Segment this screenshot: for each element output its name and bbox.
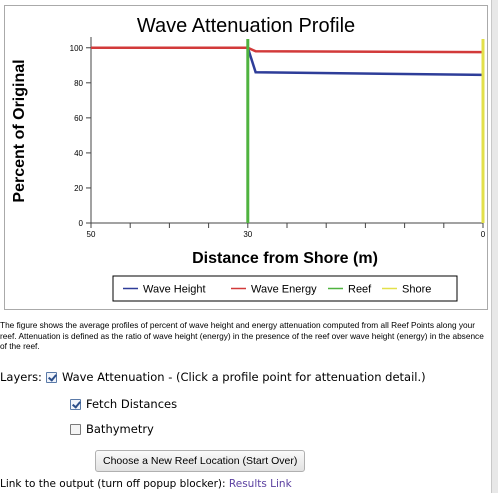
- y-tick-label: 40: [74, 149, 83, 158]
- x-axis-label: Distance from Shore (m): [192, 250, 378, 267]
- vertical-scrollbar[interactable]: [492, 0, 498, 493]
- wave-attenuation-chart[interactable]: Wave Attenuation Profile Percent of Orig…: [4, 5, 488, 310]
- chart-legend: Wave Height Wave Energy Reef Shore: [112, 275, 458, 302]
- layer-row-wave-attenuation: Layers: Wave Attenuation - (Click a prof…: [0, 370, 426, 384]
- legend-label: Wave Height: [143, 284, 206, 296]
- wave-attenuation-checkbox[interactable]: [45, 371, 57, 383]
- results-link[interactable]: Results Link: [228, 478, 292, 490]
- x-tick-label: 30: [243, 230, 252, 239]
- layers-label: Layers:: [0, 370, 42, 384]
- wave-energy-series[interactable]: [91, 46, 484, 54]
- output-link-text: Link to the output (turn off popup block…: [0, 478, 229, 490]
- y-tick-label: 80: [74, 79, 83, 88]
- y-tick-label: 0: [79, 219, 84, 228]
- bathymetry-label[interactable]: Bathymetry: [86, 422, 154, 436]
- x-tick-label: 0: [481, 230, 486, 239]
- chart-title: Wave Attenuation Profile: [137, 15, 355, 37]
- layer-row-fetch-distances: Fetch Distances: [70, 397, 177, 411]
- y-tick-label: 100: [70, 44, 84, 53]
- start-over-button[interactable]: Choose a New Reef Location (Start Over): [95, 450, 306, 472]
- legend-box: [112, 275, 458, 302]
- wave-attenuation-label[interactable]: Wave Attenuation - (Click a profile poin…: [61, 370, 426, 384]
- x-tick-label: 50: [87, 230, 96, 239]
- legend-label: Reef: [348, 284, 372, 296]
- y-axis-label: Percent of Original: [11, 59, 28, 202]
- legend-label: Wave Energy: [251, 284, 317, 296]
- fetch-distances-checkbox[interactable]: [70, 398, 81, 410]
- y-tick-label: 60: [74, 114, 83, 123]
- bathymetry-checkbox[interactable]: [70, 423, 81, 435]
- layer-row-bathymetry: Bathymetry: [70, 422, 154, 436]
- chart-svg[interactable]: Wave Attenuation Profile Percent of Orig…: [5, 6, 487, 309]
- legend-label: Shore: [402, 284, 431, 296]
- fetch-distances-label[interactable]: Fetch Distances: [86, 397, 178, 411]
- chart-caption: The figure shows the average profiles of…: [0, 320, 484, 352]
- output-link-row: Link to the output (turn off popup block…: [0, 478, 292, 490]
- y-tick-label: 20: [74, 184, 83, 193]
